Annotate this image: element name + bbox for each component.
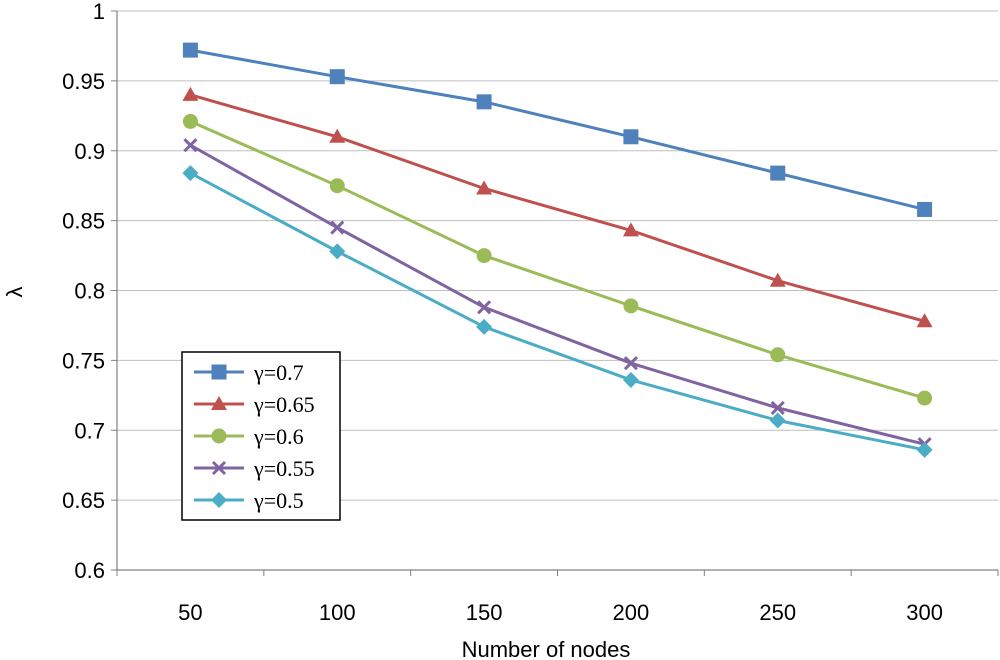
data-point bbox=[623, 129, 639, 145]
series-group bbox=[182, 42, 933, 458]
legend-marker bbox=[211, 396, 227, 410]
legend-entry: γ=0.55 bbox=[194, 456, 315, 481]
data-point bbox=[182, 42, 198, 58]
legend-label: γ=0.55 bbox=[253, 456, 315, 481]
marker-stroke bbox=[330, 220, 345, 235]
marker-stroke bbox=[211, 460, 227, 476]
legend-marker bbox=[211, 428, 227, 444]
legend-marker bbox=[211, 364, 227, 380]
data-point bbox=[770, 400, 785, 415]
legend-label: γ=0.5 bbox=[253, 488, 304, 513]
legend-entry: γ=0.5 bbox=[194, 488, 304, 513]
x-tick-label: 100 bbox=[319, 600, 356, 625]
series-line bbox=[189, 143, 925, 446]
data-point bbox=[622, 222, 639, 237]
data-point bbox=[622, 371, 639, 388]
data-point bbox=[477, 300, 492, 315]
y-tick-label: 1 bbox=[93, 0, 105, 24]
y-tick-label: 0.8 bbox=[74, 279, 105, 304]
series-3 bbox=[183, 138, 932, 452]
series-0 bbox=[182, 42, 933, 217]
marker-stroke bbox=[183, 138, 198, 153]
x-tick-label: 250 bbox=[759, 600, 796, 625]
data-point bbox=[769, 272, 786, 287]
y-tick-label: 0.6 bbox=[74, 558, 105, 583]
y-tick-label: 0.65 bbox=[62, 488, 105, 513]
legend-entry: γ=0.6 bbox=[194, 424, 304, 449]
y-tick-label: 0.85 bbox=[62, 209, 105, 234]
series-1 bbox=[182, 86, 933, 328]
data-point bbox=[182, 86, 199, 101]
data-point bbox=[916, 313, 933, 328]
marker-stroke bbox=[623, 356, 638, 371]
x-tick-label: 50 bbox=[178, 600, 202, 625]
legend-label: γ=0.7 bbox=[253, 360, 304, 385]
y-tick-label: 0.7 bbox=[74, 418, 105, 443]
data-point bbox=[182, 165, 199, 182]
legend-label: γ=0.6 bbox=[253, 424, 304, 449]
data-point bbox=[329, 128, 346, 143]
data-point bbox=[329, 69, 345, 85]
series-line bbox=[189, 120, 926, 400]
data-point bbox=[476, 318, 493, 335]
series-line bbox=[190, 93, 925, 323]
legend-marker bbox=[211, 492, 227, 508]
data-point bbox=[770, 165, 786, 181]
legend-label: γ=0.65 bbox=[253, 392, 315, 417]
y-tick-label: 0.9 bbox=[74, 139, 105, 164]
x-tick-label: 200 bbox=[613, 600, 650, 625]
y-tick-label: 0.95 bbox=[62, 69, 105, 94]
marker-stroke bbox=[770, 400, 785, 415]
data-point bbox=[329, 243, 346, 260]
y-axis-title: λ bbox=[2, 287, 27, 298]
x-tick-label: 300 bbox=[906, 600, 943, 625]
marker-stroke bbox=[477, 300, 492, 315]
series-4 bbox=[182, 165, 933, 458]
data-point bbox=[329, 178, 345, 194]
series-line bbox=[189, 171, 925, 452]
data-point bbox=[476, 94, 492, 110]
x-axis-title: Number of nodes bbox=[462, 637, 631, 660]
data-point bbox=[770, 347, 786, 363]
legend-entry: γ=0.7 bbox=[194, 360, 304, 385]
data-point bbox=[476, 248, 492, 264]
series-line bbox=[190, 48, 925, 211]
data-point bbox=[623, 356, 638, 371]
y-tick-label: 0.75 bbox=[62, 348, 105, 373]
legend-marker bbox=[211, 460, 227, 476]
data-point bbox=[917, 201, 933, 217]
data-point bbox=[476, 180, 493, 195]
data-point bbox=[182, 113, 198, 129]
series-2 bbox=[182, 113, 933, 406]
data-point bbox=[917, 390, 933, 406]
x-tick-label: 150 bbox=[466, 600, 503, 625]
data-point bbox=[183, 138, 198, 153]
data-point bbox=[330, 220, 345, 235]
legend-entry: γ=0.65 bbox=[194, 392, 315, 417]
data-point bbox=[769, 412, 786, 429]
legend: γ=0.7 γ=0.65 γ=0.6 γ=0.55 γ=0.5 bbox=[181, 351, 341, 521]
data-point bbox=[623, 298, 639, 314]
data-point bbox=[916, 441, 933, 458]
